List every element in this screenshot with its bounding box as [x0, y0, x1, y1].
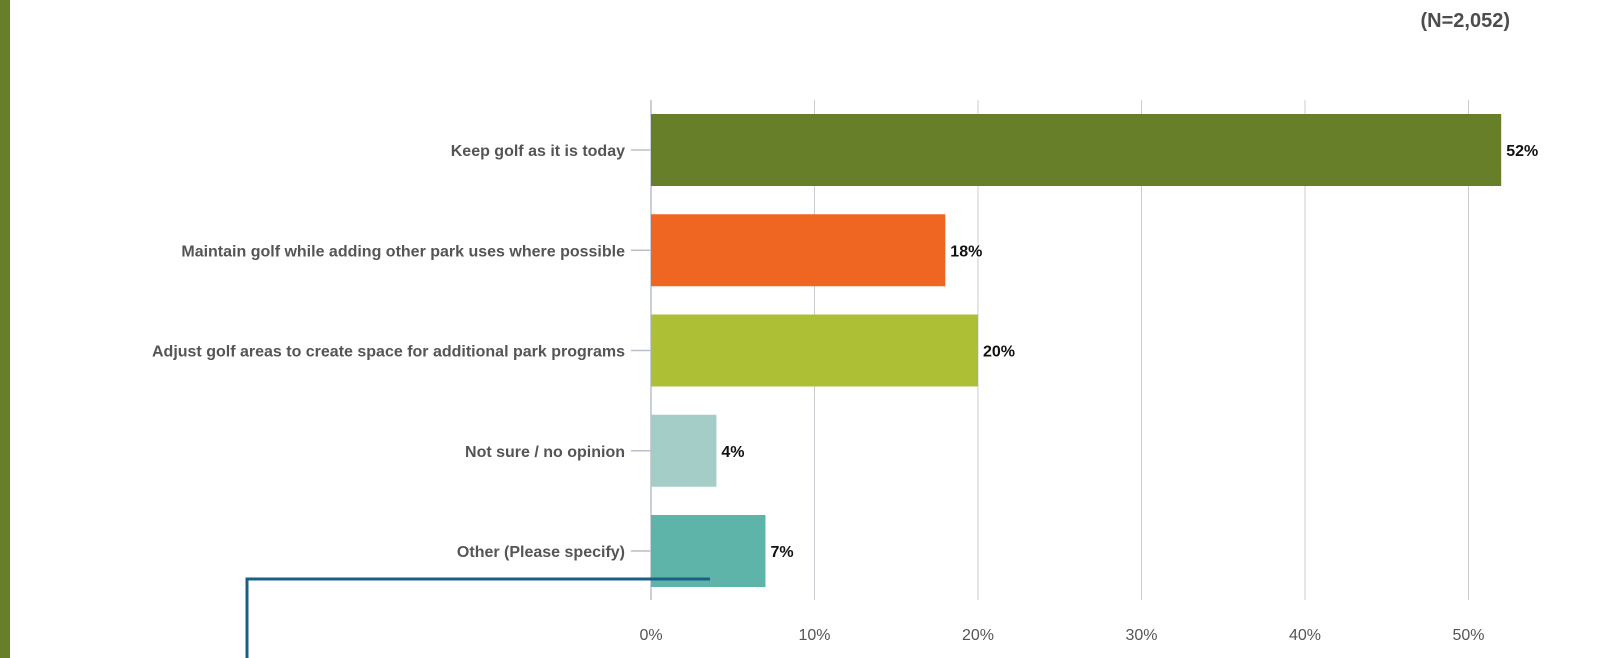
- x-tick-label: 20%: [962, 627, 994, 644]
- sample-size-label: (N=2,052): [1420, 10, 1511, 32]
- category-label: Maintain golf while adding other park us…: [181, 243, 625, 260]
- x-tick-label: 40%: [1289, 627, 1321, 644]
- x-tick-label: 30%: [1125, 627, 1157, 644]
- x-tick-label: 0%: [639, 627, 662, 644]
- callout-line: [245, 577, 710, 658]
- side-accent-strip: [0, 0, 10, 658]
- bar: [651, 114, 1502, 186]
- x-tick-label: 50%: [1452, 627, 1484, 644]
- x-tick-label: 10%: [798, 627, 830, 644]
- data-label: 52%: [1506, 143, 1538, 160]
- data-label: 4%: [721, 444, 744, 461]
- category-label: Not sure / no opinion: [465, 444, 625, 461]
- category-label: Other (Please specify): [457, 544, 625, 561]
- bar: [651, 214, 946, 287]
- data-label: 18%: [950, 243, 982, 260]
- category-label: Keep golf as it is today: [451, 143, 625, 160]
- bar: [651, 314, 978, 387]
- data-label: 7%: [770, 544, 793, 561]
- data-label: 20%: [983, 344, 1015, 361]
- bar: [651, 414, 717, 487]
- category-label: Adjust golf areas to create space for ad…: [152, 344, 625, 361]
- bar: [651, 515, 766, 587]
